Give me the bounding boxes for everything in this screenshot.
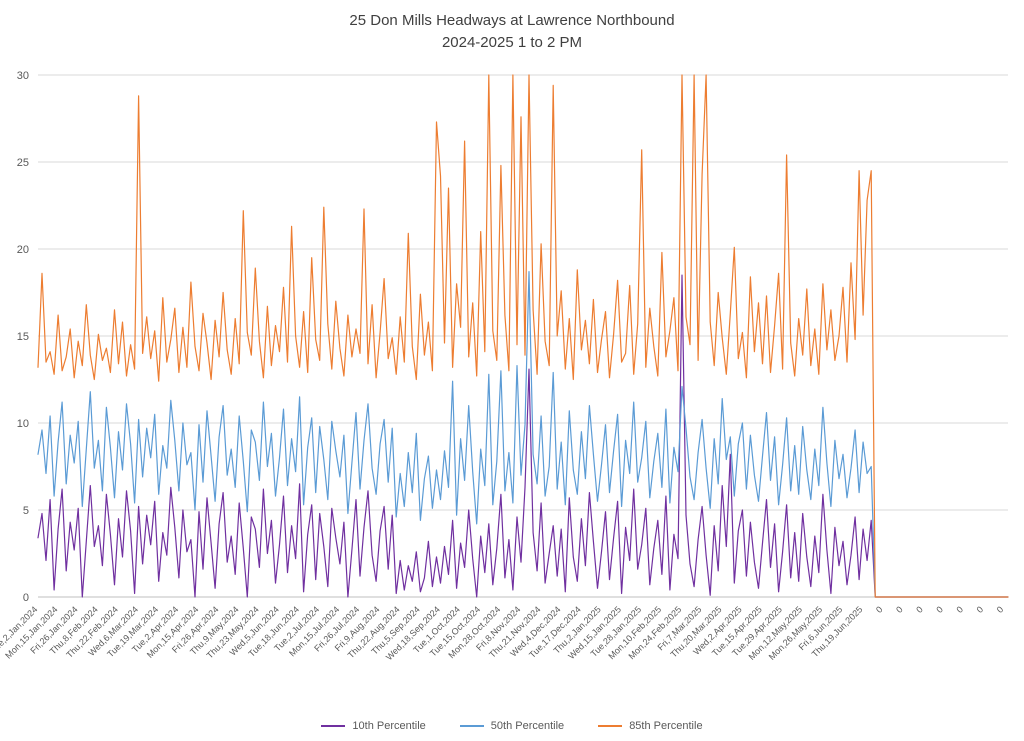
series-line-50th-percentile xyxy=(37,271,1009,598)
chart-title: 25 Don Mills Headways at Lawrence Northb… xyxy=(0,10,1024,54)
y-axis-tick-label: 5 xyxy=(23,505,29,517)
y-axis-tick-label: 30 xyxy=(17,70,29,82)
legend-line-swatch-85th xyxy=(598,725,623,727)
x-axis-tick-label: 0 xyxy=(874,604,885,615)
y-axis-tick-label: 0 xyxy=(23,592,29,604)
legend-item-10th-percentile: 10th Percentile xyxy=(321,720,426,732)
legend-item-50th-percentile: 50th Percentile xyxy=(459,720,565,732)
chart-legend: 10th Percentile 50th Percentile 85th Per… xyxy=(0,720,1024,732)
y-axis-tick-label: 10 xyxy=(17,418,29,430)
legend-label-10th: 10th Percentile xyxy=(352,720,426,732)
chart-title-line-2: 2024-2025 1 to 2 PM xyxy=(441,33,583,51)
legend-label-50th: 50th Percentile xyxy=(490,720,565,732)
chart-title-line-1: 25 Don Mills Headways at Lawrence Northb… xyxy=(349,12,675,29)
y-axis-tick-label: 20 xyxy=(17,244,29,256)
chart-plot-area: 051015202530Tue,2,Jan,2024Mon,15,Jan,202… xyxy=(0,70,1009,662)
x-axis-tick-label: 0 xyxy=(934,604,945,615)
x-axis-tick-label: 0 xyxy=(955,604,966,615)
x-axis-tick-label: 0 xyxy=(975,604,986,615)
y-axis-tick-label: 15 xyxy=(17,331,29,343)
legend-line-swatch-50th xyxy=(459,725,484,727)
x-axis-tick-label: 0 xyxy=(894,604,905,615)
x-axis-tick-label: 0 xyxy=(995,604,1006,615)
legend-label-85th: 85th Percentile xyxy=(629,720,703,732)
legend-line-swatch-10th xyxy=(321,725,346,727)
y-axis-tick-label: 25 xyxy=(17,157,29,169)
series-line-10th-percentile xyxy=(37,274,1009,598)
legend-item-85th-percentile: 85th Percentile xyxy=(598,720,703,732)
x-axis-tick-label: 0 xyxy=(914,604,925,615)
series-line-85th-percentile xyxy=(37,74,1009,598)
